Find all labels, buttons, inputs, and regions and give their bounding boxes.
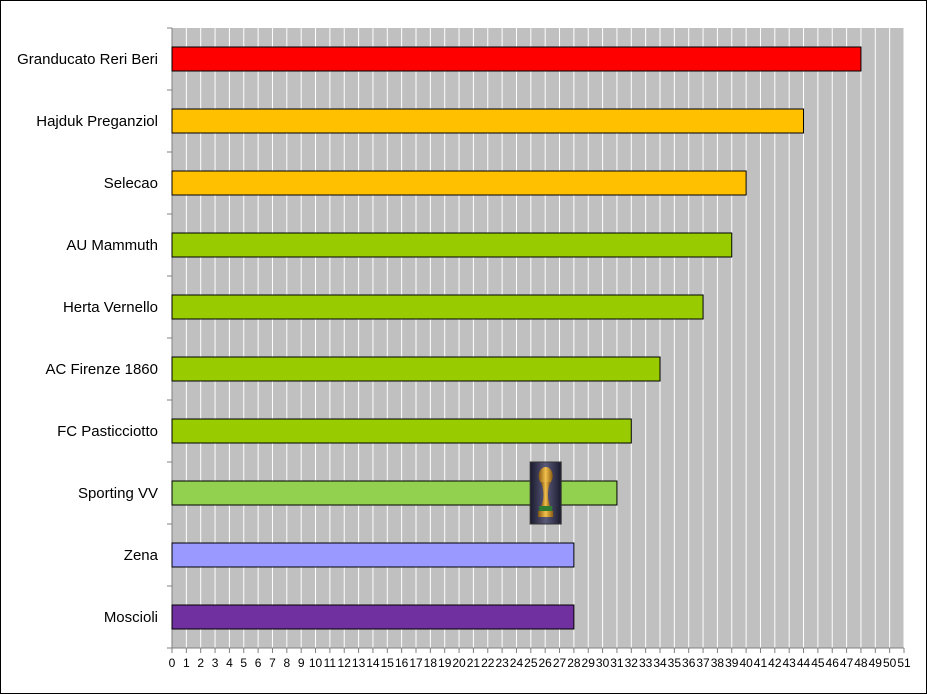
x-tick-label: 0 (169, 656, 176, 670)
x-tick-label: 3 (212, 656, 219, 670)
axes (167, 27, 905, 653)
x-tick-labels: 0 1 2 3 4 5 6 7 8 9 10 11 12 13 14 15 16 17 18 19 20 21 22 23 24… (169, 656, 911, 670)
x-tick-label: 46 (826, 656, 840, 670)
x-tick-label: 43 (782, 656, 796, 670)
bar (171, 46, 862, 72)
x-tick-label: 8 (283, 656, 290, 670)
x-tick-label: 9 (298, 656, 305, 670)
x-tick-label: 1 (183, 656, 190, 670)
category-label: FC Pasticciotto (57, 423, 158, 440)
bar (171, 108, 805, 134)
category-label: Sporting VV (78, 485, 158, 502)
x-tick-label: 7 (269, 656, 276, 670)
category-label: Granducato Reri Beri (17, 51, 158, 68)
trophy-icon (529, 461, 562, 525)
x-tick-label: 35 (668, 656, 682, 670)
x-tick-label: 44 (797, 656, 811, 670)
x-tick-label: 20 (452, 656, 466, 670)
x-tick-label: 26 (538, 656, 552, 670)
x-tick-label: 28 (567, 656, 581, 670)
x-tick-label: 23 (495, 656, 509, 670)
x-tick-label: 17 (409, 656, 423, 670)
x-tick-label: 33 (639, 656, 653, 670)
trophy-base (538, 511, 554, 517)
x-tick-label: 47 (840, 656, 854, 670)
category-label: AU Mammuth (66, 237, 158, 254)
bar (171, 170, 747, 196)
category-label: Herta Vernello (63, 299, 158, 316)
x-tick-label: 4 (226, 656, 233, 670)
x-tick-label: 25 (524, 656, 538, 670)
x-tick-label: 13 (352, 656, 366, 670)
category-label: AC Firenze 1860 (45, 361, 158, 378)
trophy-stem (541, 482, 551, 506)
x-tick-label: 10 (309, 656, 323, 670)
x-tick-label: 5 (240, 656, 247, 670)
category-label: Zena (124, 547, 159, 564)
x-tick-label: 41 (754, 656, 768, 670)
x-tick-label: 31 (610, 656, 624, 670)
bar (171, 232, 733, 258)
bar (171, 356, 661, 382)
x-tick-label: 19 (438, 656, 452, 670)
bar (171, 542, 575, 568)
x-tick-label: 39 (725, 656, 739, 670)
x-tick-label: 42 (768, 656, 782, 670)
x-tick-label: 32 (625, 656, 639, 670)
x-tick-label: 37 (696, 656, 710, 670)
x-tick-label: 12 (338, 656, 352, 670)
x-tick-label: 11 (324, 656, 337, 670)
x-tick-label: 40 (739, 656, 753, 670)
bars (171, 46, 862, 630)
x-tick-label: 18 (424, 656, 438, 670)
bar (171, 294, 704, 320)
bar (171, 418, 632, 444)
x-tick-label: 21 (467, 656, 481, 670)
trophy-base-band (539, 506, 553, 511)
trophy-cup (538, 467, 553, 485)
category-label: Hajduk Preganziol (36, 113, 158, 130)
category-label: Selecao (104, 175, 158, 192)
x-tick-label: 50 (883, 656, 897, 670)
x-tick-label: 22 (481, 656, 495, 670)
x-tick-label: 15 (381, 656, 395, 670)
x-tick-label: 27 (553, 656, 567, 670)
x-tick-label: 14 (366, 656, 380, 670)
x-tick-label: 2 (197, 656, 204, 670)
x-tick-label: 48 (854, 656, 868, 670)
x-tick-label: 16 (395, 656, 409, 670)
x-tick-label: 36 (682, 656, 696, 670)
category-labels: Granducato Reri Beri Hajduk Preganziol Sel… (17, 51, 159, 626)
x-tick-label: 29 (582, 656, 596, 670)
x-tick-label: 45 (811, 656, 825, 670)
category-label: Moscioli (104, 609, 158, 626)
x-tick-label: 24 (510, 656, 524, 670)
trophy-annotation (529, 461, 562, 525)
x-tick-label: 51 (897, 656, 911, 670)
x-tick-label: 38 (711, 656, 725, 670)
bar (171, 604, 575, 630)
x-tick-label: 6 (255, 656, 262, 670)
x-tick-label: 30 (596, 656, 610, 670)
x-tick-label: 49 (869, 656, 883, 670)
x-tick-label: 34 (653, 656, 667, 670)
